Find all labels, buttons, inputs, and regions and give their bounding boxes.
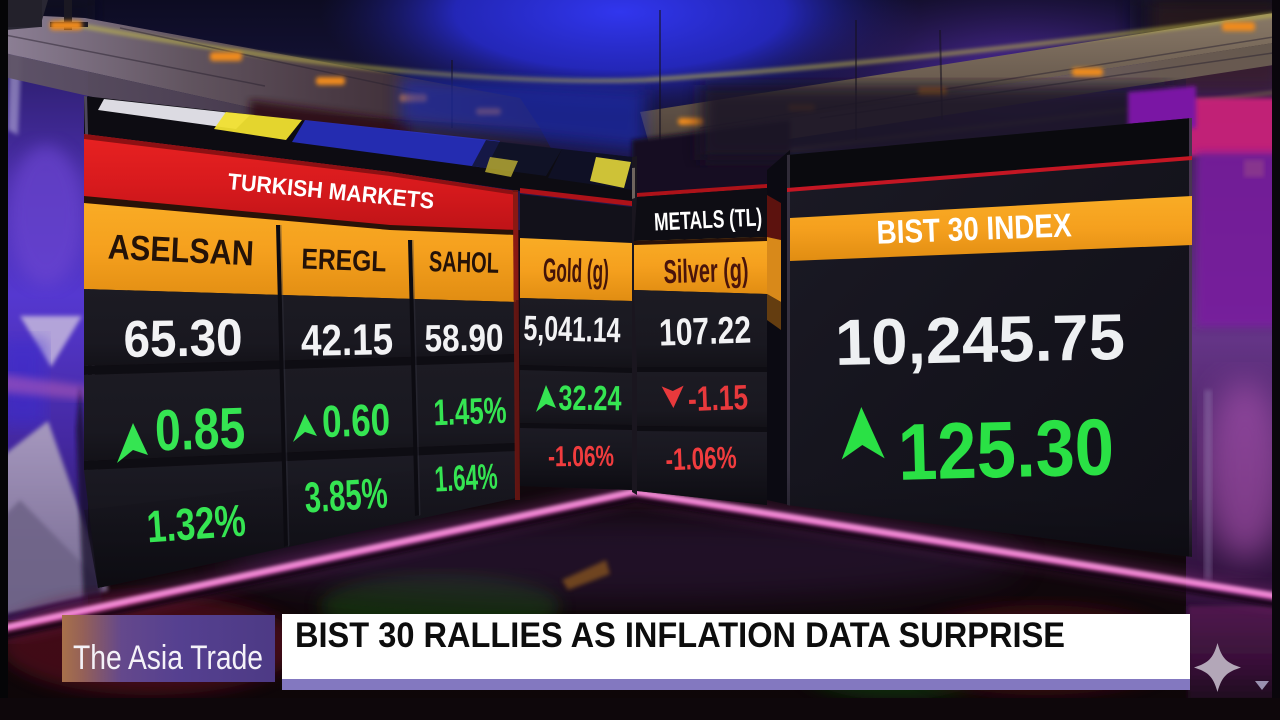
svg-text:Silver (g): Silver (g) (663, 251, 749, 290)
svg-text:BIST 30 INDEX: BIST 30 INDEX (876, 206, 1072, 250)
svg-text:65.30: 65.30 (123, 309, 243, 369)
svg-text:58.90: 58.90 (424, 318, 503, 361)
svg-text:EREGL: EREGL (301, 244, 387, 279)
svg-text:METALS (TL): METALS (TL) (653, 203, 762, 236)
svg-text:SAHOL: SAHOL (429, 246, 500, 280)
svg-text:BIST 30 RALLIES AS INFLATION D: BIST 30 RALLIES AS INFLATION DATA SURPRI… (295, 616, 1065, 655)
svg-text:0.85: 0.85 (154, 395, 246, 463)
svg-text:1.64%: 1.64% (433, 455, 498, 499)
svg-text:125.30: 125.30 (897, 402, 1115, 497)
svg-text:3.85%: 3.85% (303, 470, 389, 523)
svg-text:32.24: 32.24 (558, 379, 622, 419)
svg-text:ASELSAN: ASELSAN (107, 228, 255, 274)
svg-text:107.22: 107.22 (658, 309, 751, 354)
svg-text:10,245.75: 10,245.75 (834, 300, 1125, 379)
svg-text:Gold (g): Gold (g) (543, 251, 610, 290)
svg-text:5,041.14: 5,041.14 (523, 309, 621, 351)
svg-text:1.45%: 1.45% (433, 390, 507, 434)
svg-text:42.15: 42.15 (301, 315, 394, 366)
svg-text:The Asia Trade: The Asia Trade (73, 639, 263, 677)
svg-text:-1.06%: -1.06% (665, 440, 737, 477)
svg-text:-1.15: -1.15 (687, 378, 748, 419)
svg-text:1.32%: 1.32% (145, 495, 247, 553)
svg-text:0.60: 0.60 (321, 394, 391, 447)
svg-text:-1.06%: -1.06% (548, 441, 614, 474)
